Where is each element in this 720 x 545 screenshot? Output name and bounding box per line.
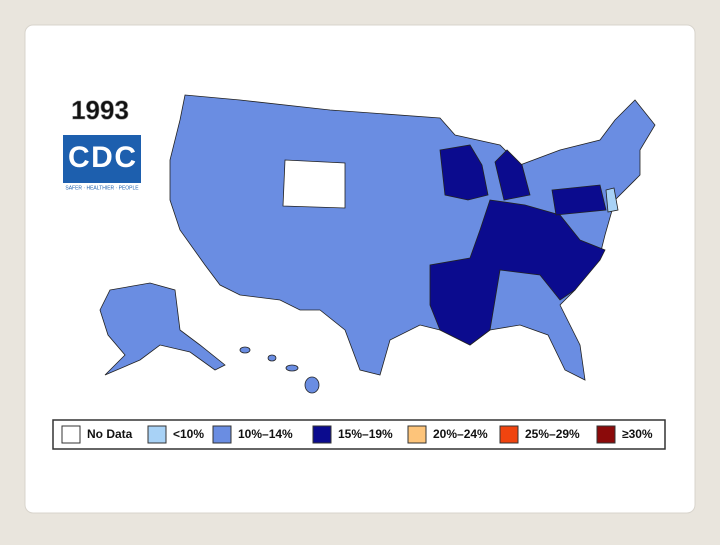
legend-swatch xyxy=(499,425,519,444)
legend-swatch xyxy=(147,425,167,444)
alaska xyxy=(99,282,226,376)
legend-label: 15%–19% xyxy=(338,427,393,441)
hawaii-island xyxy=(304,376,320,394)
legend-label: 10%–14% xyxy=(238,427,293,441)
wisconsin xyxy=(439,144,489,201)
logo-box xyxy=(63,135,141,183)
legend-swatch xyxy=(312,425,332,444)
map-title: 1993 xyxy=(71,95,129,125)
legend-swatch xyxy=(212,425,232,444)
legend-swatch xyxy=(407,425,427,444)
pennsylvania xyxy=(551,184,607,216)
us-map xyxy=(99,94,656,394)
logo-text: CDC xyxy=(68,141,136,174)
new-jersey xyxy=(605,187,619,213)
hawaii-island xyxy=(267,354,277,362)
legend-swatch xyxy=(61,425,81,444)
legend-label: 25%–29% xyxy=(525,427,580,441)
legend-label: <10% xyxy=(173,427,204,441)
logo-tagline: SAFER · HEALTHIER · PEOPLE xyxy=(65,185,139,191)
hawaii-island xyxy=(239,346,251,354)
legend: No Data <10% 10%–14% 15%–19% 20%–24% 25%–29% ≥… xyxy=(61,425,653,444)
wyoming xyxy=(282,159,346,209)
michigan xyxy=(494,149,531,201)
legend-label: ≥30% xyxy=(622,427,653,441)
south-band xyxy=(429,199,606,346)
legend-label: 20%–24% xyxy=(433,427,488,441)
hawaii-island xyxy=(285,364,299,372)
legend-swatch xyxy=(596,425,616,444)
legend-label: No Data xyxy=(87,427,133,441)
